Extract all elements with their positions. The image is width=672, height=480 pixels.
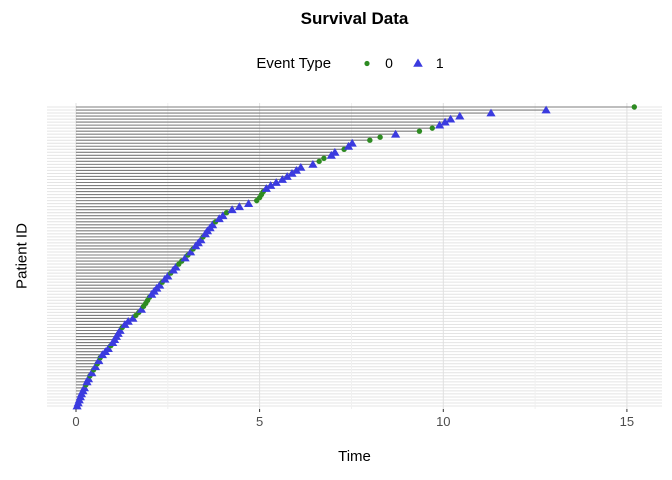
- data-point-triangle: [136, 305, 146, 313]
- data-point-triangle: [435, 120, 445, 129]
- x-minor-gridlines: [167, 103, 536, 409]
- legend-key-triangle-icon: [413, 58, 423, 67]
- data-point-triangle: [347, 138, 357, 147]
- data-point-triangle: [277, 175, 287, 183]
- data-point-triangle: [196, 235, 206, 244]
- legend: Event Type 0 1: [47, 52, 662, 74]
- chart-title: Survival Data: [300, 9, 409, 28]
- data-point-triangle: [308, 160, 318, 168]
- x-axis-ticks: 0 5 10 15: [72, 409, 634, 429]
- legend-title: Event Type: [256, 54, 332, 72]
- data-point-triangle: [94, 356, 104, 365]
- data-point-circle: [321, 155, 327, 162]
- data-point-triangle: [128, 314, 138, 322]
- data-point-triangle: [296, 163, 306, 171]
- x-tick-label: 10: [436, 414, 450, 429]
- data-point-triangle: [171, 262, 181, 271]
- data-point-triangle: [455, 111, 465, 120]
- data-point-triangle: [103, 344, 113, 352]
- data-point-triangle: [287, 169, 297, 177]
- data-point-triangle: [155, 280, 165, 289]
- event-markers: [72, 104, 637, 410]
- y-axis-title: Patient ID: [13, 223, 31, 289]
- data-point-triangle: [446, 114, 456, 123]
- data-point-triangle: [244, 199, 254, 207]
- data-point-triangle: [79, 383, 89, 392]
- legend-label-event-1: 1: [435, 55, 444, 71]
- data-point-circle: [631, 104, 637, 110]
- data-point-triangle: [266, 181, 276, 189]
- data-point-circle: [367, 137, 373, 143]
- data-point-triangle: [541, 105, 551, 114]
- data-point-triangle: [83, 374, 94, 383]
- data-point-circle: [223, 210, 230, 216]
- legend-label-event-0: 0: [385, 55, 393, 71]
- data-point-triangle: [391, 129, 401, 138]
- data-point-circle: [377, 134, 383, 140]
- data-point-triangle: [208, 220, 218, 229]
- data-point-circle: [316, 158, 322, 165]
- data-point-triangle: [234, 202, 244, 211]
- data-point-triangle: [186, 247, 196, 256]
- x-tick-label: 0: [72, 414, 79, 429]
- x-tick-label: 15: [620, 414, 634, 429]
- data-point-triangle: [486, 108, 496, 117]
- x-tick-label: 5: [256, 414, 263, 429]
- data-point-triangle: [291, 166, 301, 174]
- data-point-triangle: [87, 368, 97, 377]
- legend-item-event-1: 1: [411, 55, 444, 71]
- patient-segments: [76, 106, 635, 407]
- data-point-triangle: [163, 271, 173, 280]
- data-point-triangle: [227, 205, 237, 214]
- legend-item-event-0: 0: [360, 55, 393, 71]
- legend-key-circle-icon: [364, 60, 370, 67]
- data-point-triangle: [261, 184, 271, 192]
- data-point-triangle: [90, 362, 101, 371]
- data-point-triangle: [218, 211, 228, 220]
- data-point-triangle: [123, 317, 133, 325]
- data-point-triangle: [440, 117, 450, 126]
- data-point-triangle: [180, 253, 190, 262]
- data-point-circle: [416, 128, 423, 134]
- data-point-triangle: [330, 147, 340, 156]
- data-point-triangle: [271, 178, 281, 186]
- data-point-triangle: [282, 172, 292, 180]
- data-point-triangle: [115, 326, 125, 334]
- x-axis-title: Time: [338, 448, 371, 465]
- data-point-circle: [429, 125, 435, 131]
